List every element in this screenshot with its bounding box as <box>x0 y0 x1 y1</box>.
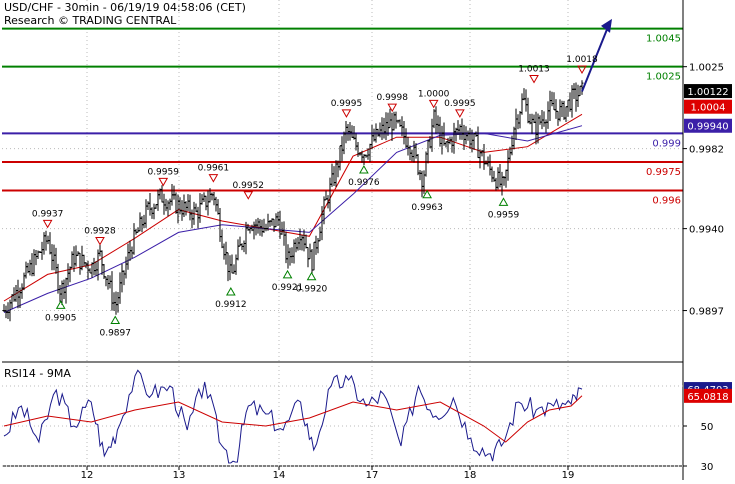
swing-high-marker <box>208 174 219 183</box>
price-series-layer <box>2 18 612 322</box>
rsi-ma-line <box>3 395 583 443</box>
swing-high-marker <box>95 236 105 246</box>
level-label-support: 0.996 <box>652 196 681 207</box>
x-tick-label: 18 <box>464 470 477 480</box>
x-tick-label: 14 <box>273 470 286 480</box>
swing-low-marker <box>110 315 121 325</box>
swing-low-marker <box>359 165 369 174</box>
swing-high-label: 1.0018 <box>566 55 598 65</box>
swing-high-label: 0.9952 <box>233 181 265 191</box>
swing-high-label: 0.9928 <box>84 226 116 236</box>
rsi-panel-title: RSI14 - 9MA <box>4 367 71 380</box>
swing-low-marker <box>55 300 66 309</box>
rsi-line <box>3 369 583 464</box>
rsi-panel-layer: 503068.470365.0818 <box>2 369 732 473</box>
swing-high-label: 0.9998 <box>376 93 408 103</box>
level-label-pivot: 0.999 <box>652 138 681 149</box>
level-label-resistance: 1.0025 <box>646 72 681 83</box>
swing-high-label: 0.9937 <box>32 209 64 219</box>
level-lines-layer: 1.0045 1.0025 0.999 0.9975 0.996 <box>2 27 683 207</box>
chart-header-instrument: USD/CHF - 30min - 06/19/19 04:58:06 (CET… <box>4 1 246 14</box>
rsi-y-tick-label: 50 <box>701 422 714 433</box>
price-y-tick-label: 1.0025 <box>689 63 724 74</box>
x-tick-label: 17 <box>366 470 379 480</box>
swing-low-marker <box>422 189 433 199</box>
price-y-tick-label: 0.9940 <box>689 225 724 236</box>
swing-low-label: 0.9897 <box>99 329 131 339</box>
swing-low-label: 0.9912 <box>215 300 247 310</box>
swing-low-marker <box>225 286 236 296</box>
swing-high-label: 0.9959 <box>147 167 179 177</box>
swing-high-marker <box>577 65 587 75</box>
price-tag-label: 1.00122 <box>687 87 728 98</box>
swing-low-label: 0.9959 <box>488 210 520 220</box>
x-tick-label: 19 <box>562 470 575 480</box>
swing-high-marker <box>529 75 539 84</box>
price-tag-box <box>684 99 732 114</box>
price-tag-box <box>684 118 732 133</box>
swing-high-label: 0.9995 <box>331 99 363 109</box>
swing-low-marker <box>498 197 509 206</box>
price-tag-box <box>684 84 732 99</box>
swing-high-marker <box>42 219 53 229</box>
swing-low-label: 0.9905 <box>45 313 77 323</box>
chart-header-research: Research © TRADING CENTRAL <box>4 14 177 27</box>
level-label-support: 0.9975 <box>646 167 681 178</box>
price-tag-label: 0.99940 <box>687 122 728 133</box>
price-tag-label: 1.0004 <box>691 103 726 114</box>
swing-high-marker <box>387 103 398 113</box>
swing-high-marker <box>243 191 254 200</box>
price-y-tick-label: 0.9897 <box>689 307 724 318</box>
swing-high-marker <box>428 99 439 109</box>
swing-high-label: 1.0013 <box>518 65 550 75</box>
rsi-value-tag-box <box>684 388 732 403</box>
swing-low-label: 0.9963 <box>411 203 443 213</box>
rsi-y-tick-label: 30 <box>701 462 714 473</box>
swing-low-label: 0.9976 <box>348 178 380 188</box>
projection-arrow-line <box>581 26 609 92</box>
x-tick-label: 12 <box>81 470 94 480</box>
swing-high-label: 0.9995 <box>444 99 476 109</box>
price-y-tick-label: 0.9982 <box>689 145 724 156</box>
level-label-resistance: 1.0045 <box>646 34 681 45</box>
swing-high-marker <box>158 177 169 187</box>
swing-high-marker <box>341 109 352 118</box>
x-tick-label: 13 <box>173 470 186 480</box>
swing-low-marker <box>282 269 293 279</box>
swing-high-label: 1.0000 <box>418 89 450 99</box>
projection-arrow-head <box>601 18 612 33</box>
rsi-value-tag-label: 65.0818 <box>687 392 728 403</box>
swing-low-marker <box>306 271 317 281</box>
swing-high-marker <box>454 109 465 118</box>
swing-low-label: 0.9920 <box>296 285 328 295</box>
swing-high-label: 0.9961 <box>198 164 230 174</box>
swing-low-label: 0.9921 <box>272 283 304 293</box>
